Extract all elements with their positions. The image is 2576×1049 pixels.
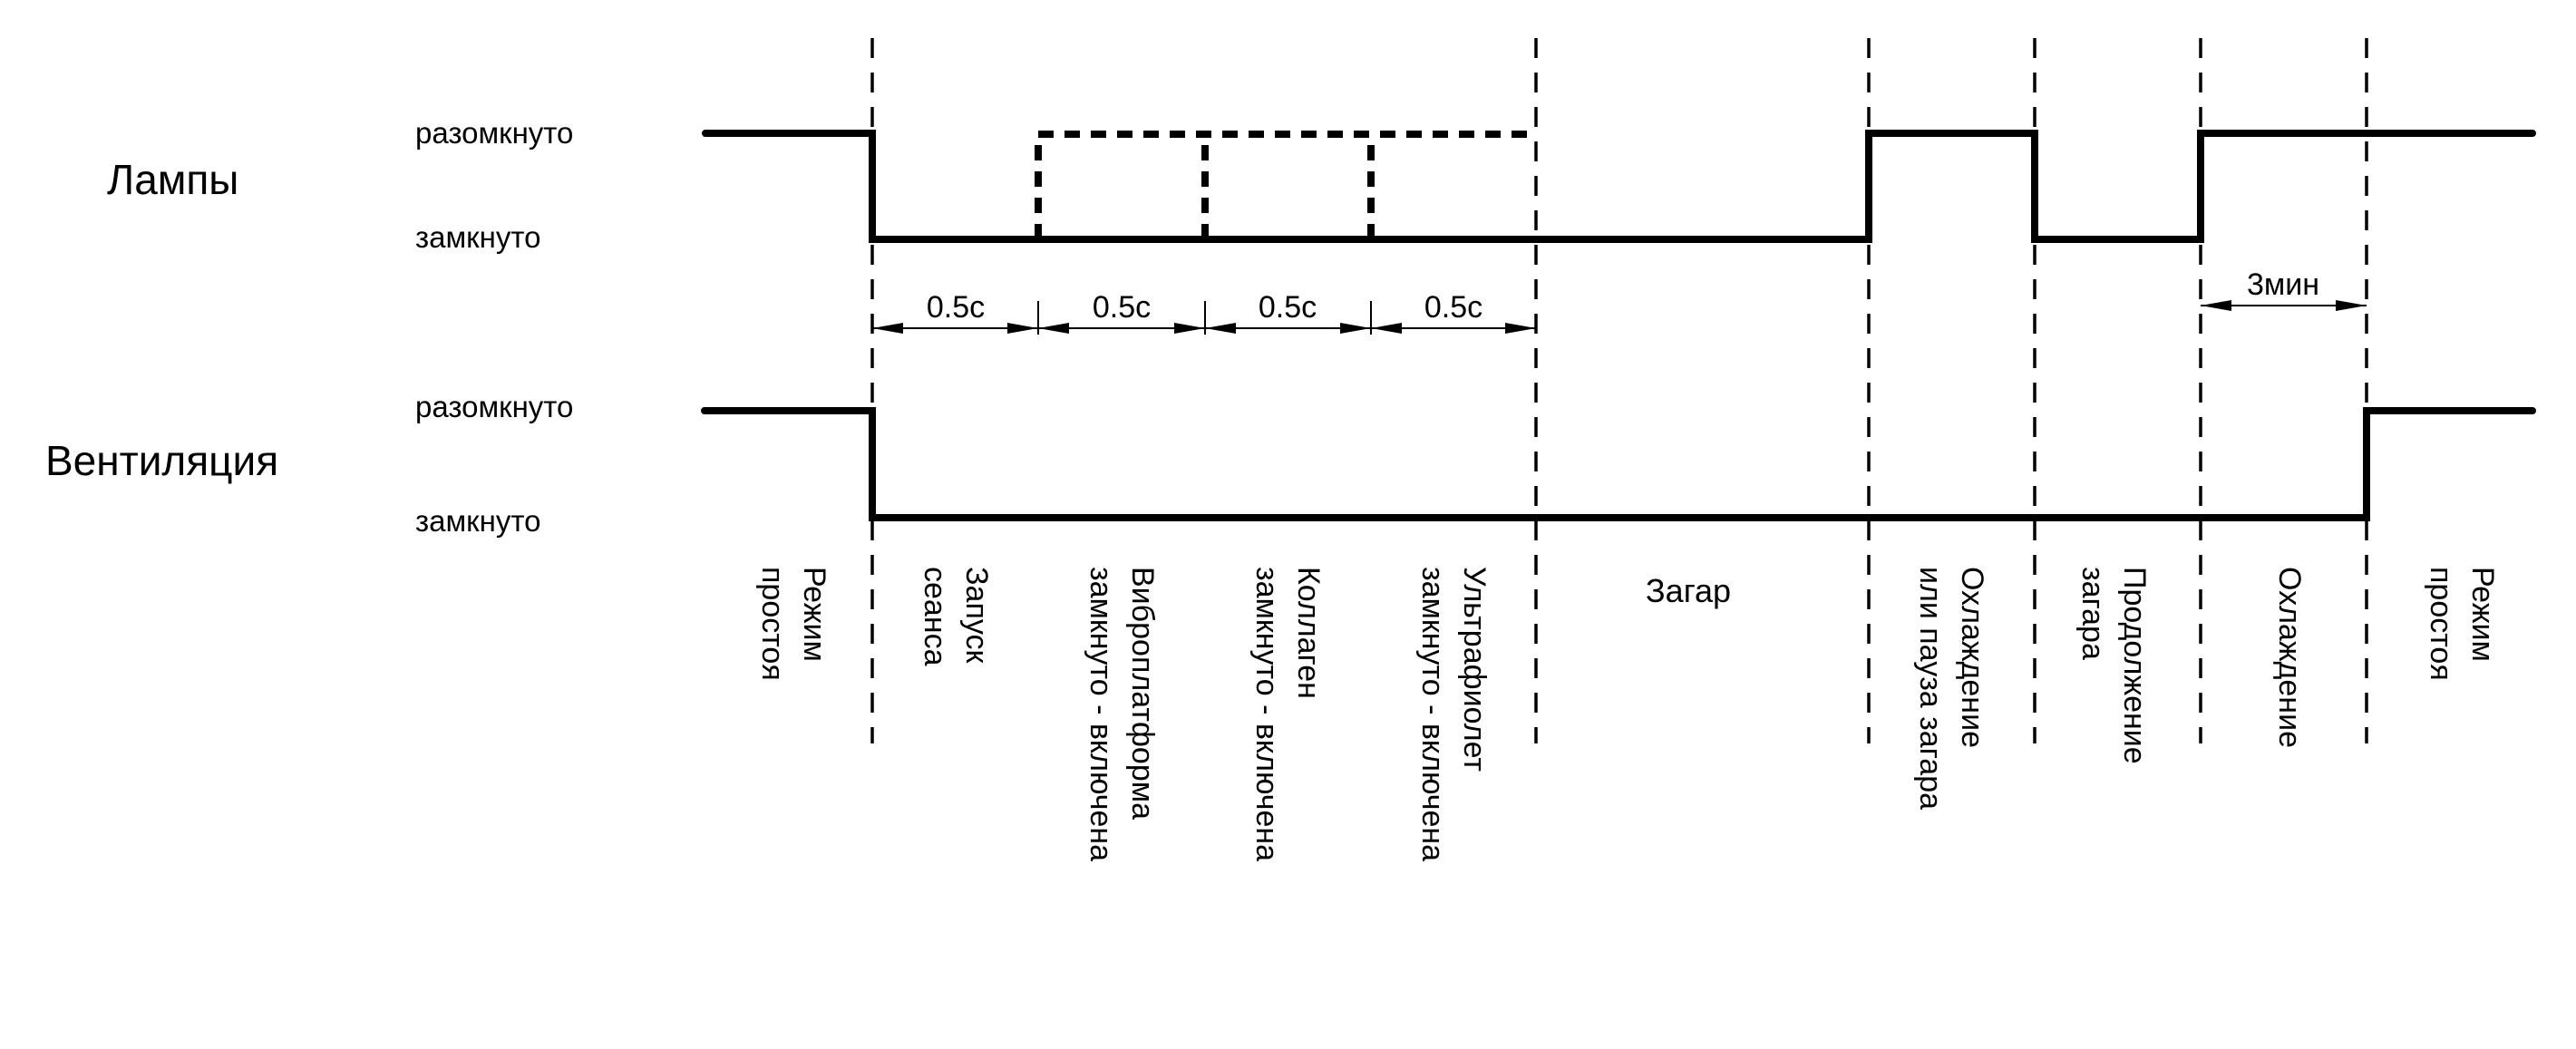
- phase-label-cooling-or-pause: Охлаждение или пауза загара: [1913, 567, 1989, 811]
- phase-label-ultraviolet: Ультрафиолет замкнуто - включена: [1415, 567, 1492, 862]
- dim-value-cooldown: 3мин: [2246, 267, 2320, 302]
- dimension-extension-ticks: [1037, 301, 1372, 335]
- phase-label-tanning: Загар: [1645, 572, 1732, 609]
- lamps-dashed-pulse-overlay: [1035, 131, 1536, 239]
- phase-label-cooling: Охлаждение: [2272, 567, 2307, 748]
- lamps-waveform: [702, 130, 2536, 243]
- phase-label-tanning-continue: Продолжение загара: [2075, 567, 2152, 764]
- ventilation-open-state-label: разомкнуто: [415, 390, 574, 423]
- phase-label-vibro-platform: Виброплатформа замкнуто - включена: [1084, 567, 1160, 862]
- phase-label-session-start: Запуск сеанса: [918, 567, 994, 666]
- ventilation-closed-state-label: замкнуто: [415, 504, 541, 538]
- dim-value-interval-3: 0.5с: [1258, 290, 1317, 325]
- lamps-signal-name: Лампы: [107, 156, 239, 203]
- phase-boundary-lines: [870, 38, 2368, 743]
- dim-value-interval-2: 0.5с: [1092, 290, 1152, 325]
- lamps-closed-state-label: замкнуто: [415, 220, 541, 254]
- lamps-open-state-label: разомкнуто: [415, 116, 574, 150]
- phase-label-collagen: Коллаген замкнуто - включена: [1249, 567, 1326, 862]
- ventilation-signal-name: Вентиляция: [45, 437, 279, 484]
- ventilation-waveform: [701, 407, 2536, 521]
- phase-label-idle-start: Режим простоя: [755, 567, 831, 681]
- dim-value-interval-1: 0.5с: [926, 290, 986, 325]
- dim-value-interval-4: 0.5с: [1424, 290, 1483, 325]
- phase-label-idle-end: Режим простоя: [2424, 567, 2500, 681]
